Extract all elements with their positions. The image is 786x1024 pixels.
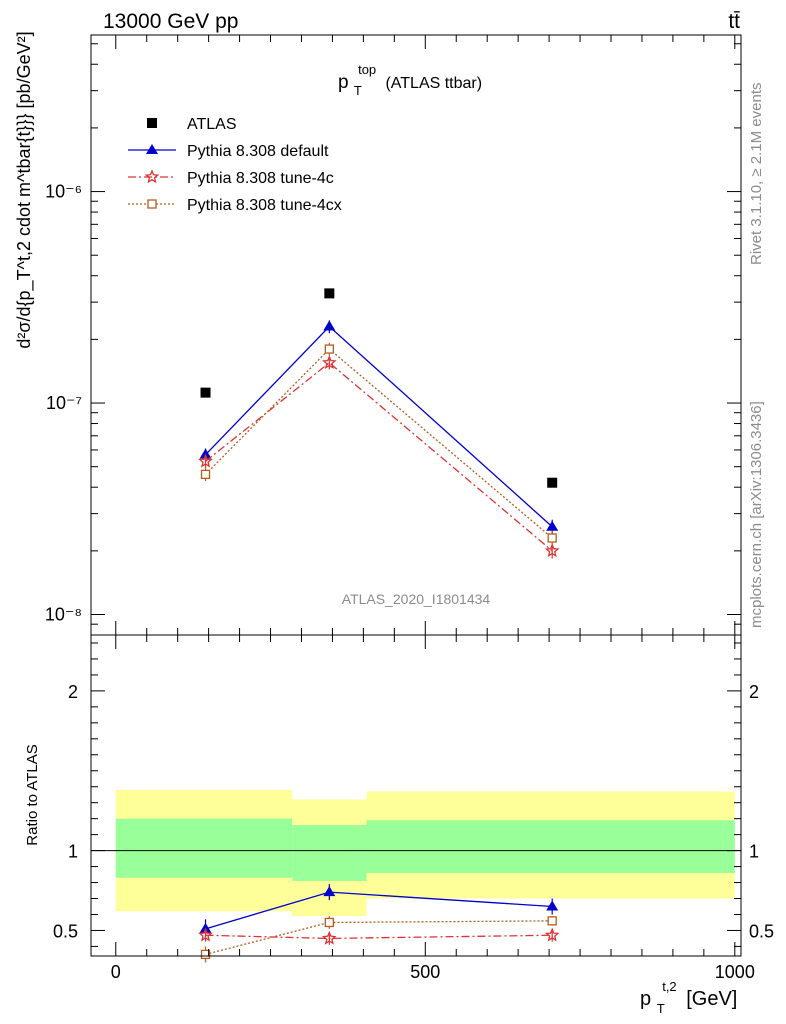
title-sub: T bbox=[354, 83, 362, 98]
title-rest: (ATLAS ttbar) bbox=[385, 75, 482, 92]
main-pythia-8-308-tune-4c-point bbox=[544, 543, 560, 558]
mcplots-label: mcplots.cern.ch [arXiv:1306.3436] bbox=[748, 401, 765, 628]
ratio-y-tick-label: 1 bbox=[68, 842, 78, 862]
legend-label-tune4c: Pythia 8.308 tune-4c bbox=[187, 170, 334, 187]
main-pythia-8-308-tune-4cx-line bbox=[205, 348, 553, 539]
ratio-plot-frame bbox=[90, 634, 742, 957]
main-atlas-point bbox=[200, 387, 211, 398]
title-main: p bbox=[338, 72, 349, 93]
ratio-pythia-8-308-tune-4c-point bbox=[198, 927, 213, 942]
process-label: tt̄ bbox=[728, 10, 740, 33]
main-atlas-point bbox=[547, 477, 558, 488]
y-tick-label: 10⁻⁶ bbox=[45, 182, 82, 202]
legend-marker-tune4cx bbox=[147, 199, 157, 209]
main-pythia-8-308-default-line bbox=[205, 325, 553, 528]
ratio-pythia-8-308-tune-4cx-point bbox=[324, 917, 334, 928]
y-tick-label: 10⁻⁷ bbox=[46, 393, 82, 413]
x-title-sub: T bbox=[657, 1001, 665, 1016]
y-tick-label: 10⁻⁸ bbox=[45, 605, 82, 625]
energy-label: 13000 GeV pp bbox=[103, 10, 238, 33]
legend-marker-tune4c bbox=[144, 169, 160, 184]
ratio-y-tick-label-right: 1 bbox=[749, 842, 759, 862]
x-axis-title: p T t,2 [GeV] bbox=[640, 974, 737, 1018]
axis-ticks: 10⁻⁸ 10⁻⁷ 10⁻⁶ 0 500 1000 0.5 0.5 1 1 2 2 bbox=[45, 35, 774, 982]
main-series-group bbox=[198, 288, 560, 559]
ratio-pythia-8-308-default-point bbox=[546, 900, 559, 911]
x-tick-label: 500 bbox=[410, 962, 440, 982]
ratio-pythia-8-308-tune-4c-point bbox=[544, 927, 560, 942]
ratio-y-tick-label-right: 2 bbox=[749, 682, 759, 702]
main-pythia-8-308-default-point bbox=[546, 520, 559, 531]
ratio-pythia-8-308-tune-4cx-point bbox=[200, 949, 211, 960]
ratio-pythia-8-308-tune-4cx-point bbox=[547, 916, 557, 926]
legend-marker-default bbox=[146, 144, 158, 154]
ratio-series-group bbox=[198, 884, 560, 963]
legend-label-atlas: ATLAS bbox=[187, 116, 237, 133]
ratio-pythia-8-308-default-point bbox=[323, 886, 336, 897]
plot-title: p T top (ATLAS ttbar) bbox=[338, 58, 482, 100]
main-pythia-8-308-default-point bbox=[323, 320, 336, 331]
x-title-sup: t,2 bbox=[662, 979, 676, 994]
ratio-bands bbox=[115, 789, 735, 917]
analysis-label: ATLAS_2020_I1801434 bbox=[342, 591, 491, 607]
uncertainty-band-green bbox=[292, 825, 367, 881]
ratio-pythia-8-308-tune-4cx-line bbox=[205, 920, 553, 956]
x-tick-label: 1000 bbox=[715, 962, 755, 982]
x-tick-label: 0 bbox=[111, 962, 121, 982]
title-sup: top bbox=[358, 62, 376, 77]
legend: ATLAS Pythia 8.308 default Pythia 8.308 … bbox=[128, 116, 342, 214]
ratio-y-tick-label: 0.5 bbox=[53, 921, 78, 941]
legend-label-default: Pythia 8.308 default bbox=[187, 143, 329, 160]
main-pythia-8-308-tune-4cx-point bbox=[200, 469, 211, 480]
rivet-label: Rivet 3.1.10, ≥ 2.1M events bbox=[748, 83, 765, 266]
main-pythia-8-308-tune-4cx-point bbox=[547, 533, 557, 543]
main-pythia-8-308-tune-4c-point bbox=[198, 453, 213, 468]
x-title-main: p bbox=[640, 988, 651, 1010]
ratio-y-tick-label-right: 0.5 bbox=[749, 921, 774, 941]
legend-label-tune4cx: Pythia 8.308 tune-4cx bbox=[187, 197, 342, 214]
ratio-pythia-8-308-tune-4c-point bbox=[322, 930, 337, 945]
uncertainty-band-green bbox=[366, 820, 735, 873]
uncertainty-band-green bbox=[115, 818, 293, 878]
ratio-pythia-8-308-tune-4c-line bbox=[205, 934, 553, 940]
main-pythia-8-308-tune-4cx-point bbox=[324, 344, 334, 354]
legend-marker-atlas bbox=[147, 118, 157, 128]
ratio-y-tick-label: 2 bbox=[68, 682, 78, 702]
main-atlas-point bbox=[324, 288, 335, 299]
ratio-y-axis-title: Ratio to ATLAS bbox=[24, 744, 41, 845]
main-pythia-8-308-tune-4c-point bbox=[321, 355, 337, 369]
x-title-unit: [GeV] bbox=[686, 988, 737, 1010]
y-axis-title: d²σ/d{p_T^t,2 cdot m^tbar{t}}} [pb/GeV²] bbox=[14, 31, 35, 348]
main-pythia-8-308-tune-4c-line bbox=[205, 361, 553, 552]
